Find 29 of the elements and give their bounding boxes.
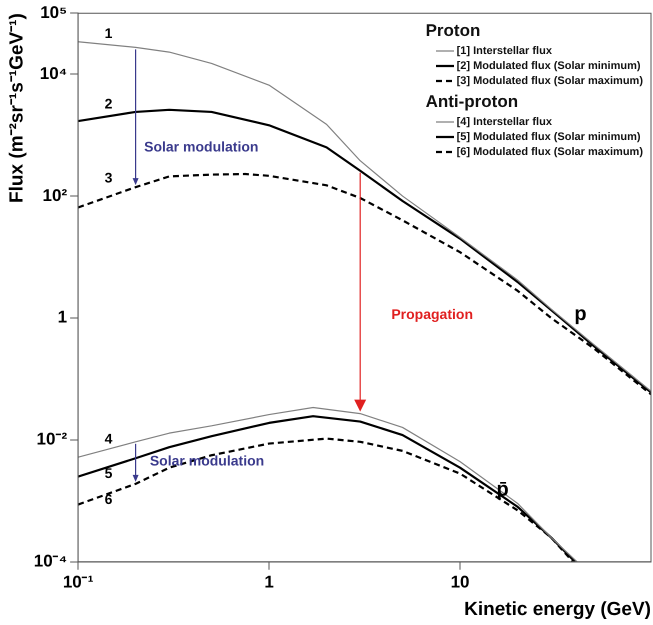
annotation: p	[574, 302, 587, 325]
y-tick-label: 10⁻²	[36, 430, 68, 449]
annotation: Solar modulation	[144, 138, 258, 154]
annotation: Propagation	[391, 306, 473, 322]
legend-label: [4] Interstellar flux	[456, 116, 552, 128]
y-tick-label: 1	[58, 308, 68, 327]
y-tick-label: 10⁴	[40, 64, 68, 83]
annotation: 3	[104, 170, 113, 186]
y-tick-label: 10⁵	[40, 2, 68, 22]
y-axis-title: Flux (m⁻²sr⁻¹s⁻¹GeV⁻¹)	[6, 13, 28, 203]
legend-label: [1] Interstellar flux	[456, 44, 552, 57]
annotation: 1	[104, 24, 113, 41]
legend-label: [2] Modulated flux (Solar minimum)	[456, 60, 641, 72]
annotation: 6	[104, 491, 113, 508]
y-tick-label: 10²	[42, 186, 68, 205]
legend-label: [6] Modulated flux (Solar maximum)	[456, 146, 643, 158]
annotation: Anti-proton	[426, 92, 520, 112]
annotation: 5	[104, 464, 113, 481]
x-tick-label: 10⁻¹	[62, 572, 94, 592]
annotation: Solar modulation	[150, 452, 264, 468]
annotation: 4	[104, 430, 113, 446]
y-tick-label: 10⁻⁴	[34, 551, 68, 570]
x-axis-title: Kinetic energy (GeV)	[464, 598, 651, 620]
x-tick-label: 1	[264, 572, 274, 592]
annotation: 2	[104, 96, 113, 112]
annotation: Proton	[426, 21, 482, 42]
legend-label: [5] Modulated flux (Solar minimum)	[456, 130, 641, 143]
legend-label: [3] Modulated flux (Solar maximum)	[456, 74, 643, 87]
x-tick-label: 10	[450, 572, 470, 592]
